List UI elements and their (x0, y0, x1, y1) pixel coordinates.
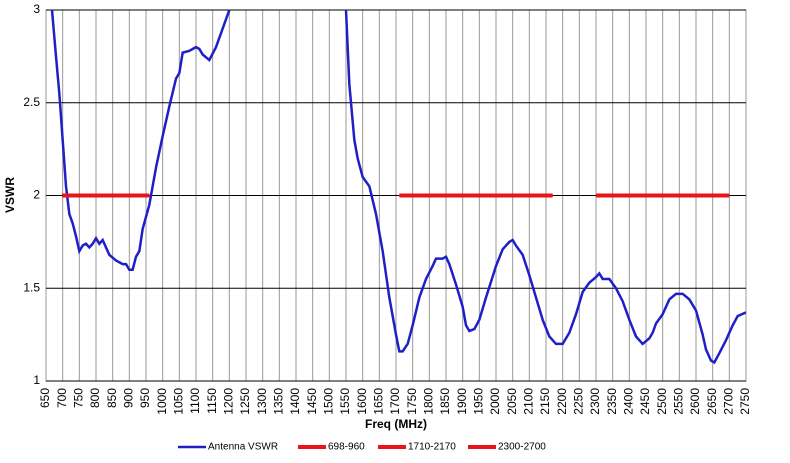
x-tick-label: 1700 (388, 388, 402, 415)
legend-label: Antenna VSWR (208, 442, 278, 453)
y-tick-label: 1 (33, 373, 40, 387)
y-tick-label: 3 (33, 2, 40, 16)
x-tick-label: 1100 (188, 388, 202, 414)
x-tick-label: 2100 (522, 388, 536, 415)
x-tick-label: 1950 (472, 388, 486, 415)
x-tick-label: 1300 (255, 388, 269, 415)
x-tick-label: 2150 (538, 388, 552, 415)
x-tick-label: 1900 (455, 388, 469, 415)
x-tick-label: 1800 (422, 388, 436, 415)
series-line (50, 10, 746, 365)
x-tick-label: 2300 (588, 388, 602, 415)
legend-label: 698-960 (328, 442, 365, 453)
x-tick-label: 2650 (705, 388, 719, 415)
x-tick-label: 1400 (288, 388, 302, 415)
plot-lines (50, 10, 746, 365)
x-tick-label: 2050 (505, 388, 519, 415)
x-tick-label: 700 (55, 388, 69, 408)
x-tick-label: 1450 (305, 388, 319, 415)
x-tick-label: 1000 (155, 388, 169, 415)
x-tick-label: 2000 (488, 388, 502, 415)
x-tick-label: 2750 (738, 388, 752, 415)
x-tick-label: 1150 (205, 388, 219, 414)
x-tick-label: 2350 (605, 388, 619, 415)
x-tick-label: 1550 (338, 388, 352, 415)
x-tick-label: 850 (105, 388, 119, 408)
x-tick-label: 2550 (672, 388, 686, 415)
x-tick-label: 1650 (372, 388, 386, 415)
x-tick-label: 1050 (172, 388, 186, 415)
y-tick-label: 1.5 (23, 280, 40, 294)
x-tick-label: 650 (38, 388, 52, 408)
y-tick-label: 2 (33, 188, 40, 202)
x-tick-label: 2250 (572, 388, 586, 415)
x-tick-label: 1600 (355, 388, 369, 415)
legend-label: 2300-2700 (498, 442, 546, 453)
y-axis-label: VSWR (3, 177, 17, 213)
x-tick-label: 2700 (722, 388, 736, 415)
x-tick-label: 1200 (222, 388, 236, 415)
x-tick-label: 950 (138, 388, 152, 408)
legend-label: 1710-2170 (408, 442, 456, 453)
x-tick-label: 1500 (322, 388, 336, 415)
x-tick-label: 1750 (405, 388, 419, 415)
x-tick-label: 2450 (638, 388, 652, 415)
x-tick-label: 2400 (622, 388, 636, 415)
x-tick-label: 1350 (272, 388, 286, 415)
x-tick-label: 2200 (555, 388, 569, 415)
y-tick-label: 2.5 (23, 95, 40, 109)
x-tick-label: 800 (88, 388, 102, 408)
x-tick-label: 2500 (655, 388, 669, 415)
x-tick-label: 1850 (438, 388, 452, 415)
x-tick-label: 2600 (688, 388, 702, 415)
x-axis-label: Freq (MHz) (365, 417, 427, 431)
x-tick-label: 750 (72, 388, 86, 408)
x-tick-label: 1250 (238, 388, 252, 415)
x-tick-label: 900 (122, 388, 136, 408)
